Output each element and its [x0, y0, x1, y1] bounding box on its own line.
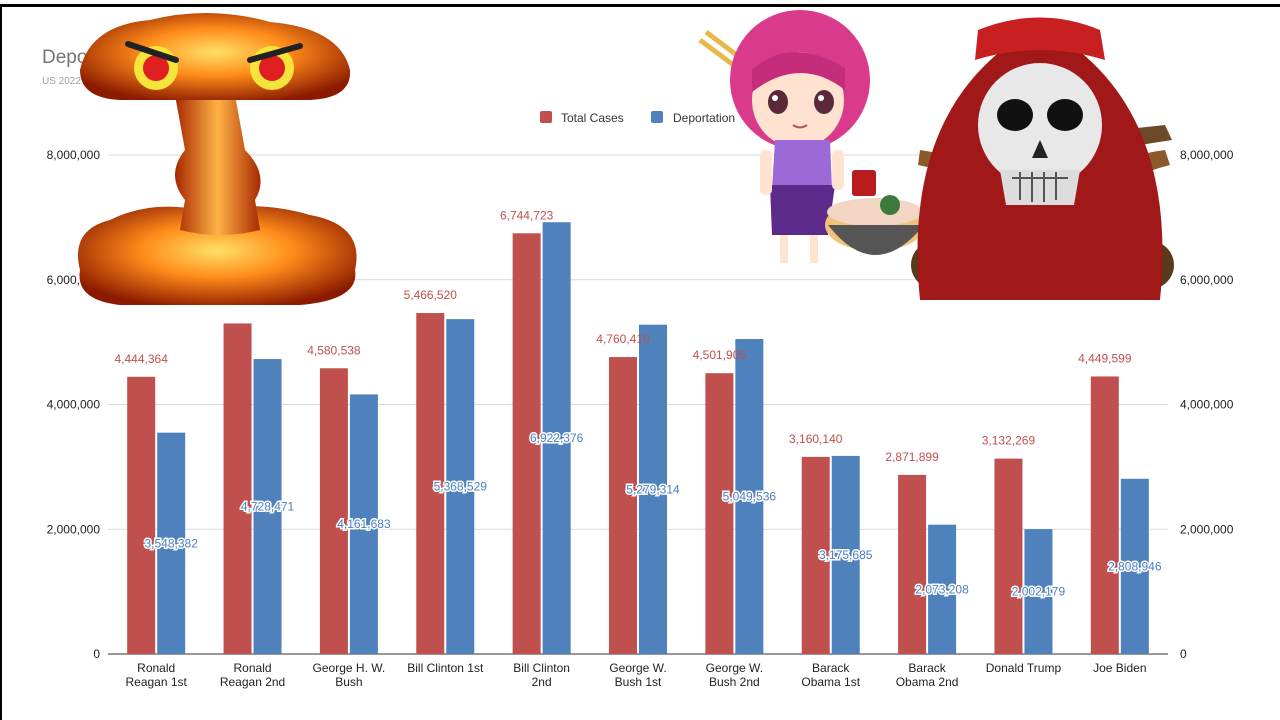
data-label-total-cases: 4,501,905 [693, 348, 747, 362]
y-tick-label-right: 2,000,000 [1180, 522, 1234, 536]
x-category-label: George H. W. [313, 661, 386, 675]
data-label-total-cases: 4,444,364 [114, 352, 168, 366]
bars [127, 222, 1149, 654]
y-tick-label-right: 0 [1180, 647, 1187, 661]
x-category-label: Barack [812, 661, 850, 675]
data-label-total-cases: 5,466,520 [404, 288, 458, 302]
data-label-total-cases: 2,871,899 [885, 450, 939, 464]
bar-total-cases [1090, 376, 1119, 654]
x-category-label: Donald Trump [986, 661, 1062, 675]
data-label-deportation: 5,049,536 [723, 490, 777, 504]
bar-total-cases [994, 458, 1023, 654]
mushroom-cloud-sticker [78, 12, 357, 305]
y-tick-label-right: 4,000,000 [1180, 398, 1234, 412]
data-label-deportation: 5,368,529 [434, 480, 488, 494]
x-category-label: Obama 1st [801, 675, 860, 689]
data-label-total-cases: 6,744,723 [500, 208, 554, 222]
x-category-label: George W. [706, 661, 763, 675]
bar-total-cases [127, 376, 156, 654]
bar-total-cases [223, 323, 252, 654]
bar-deportation [446, 319, 475, 654]
data-label-total-cases: 3,160,140 [789, 432, 843, 446]
x-category-label: Ronald [137, 661, 175, 675]
bar-deportation [253, 359, 282, 654]
anime-girl-with-ramen-sticker [698, 10, 925, 263]
data-label-deportation: 5,279,314 [626, 482, 680, 496]
bar-deportation [1120, 478, 1149, 654]
x-category-label: Ronald [234, 661, 272, 675]
data-label-deportation: 4,728,471 [241, 500, 295, 514]
data-label-deportation: 4,161,683 [337, 517, 391, 531]
bar-total-cases [512, 233, 541, 654]
bar-total-cases [609, 357, 637, 654]
legend-swatch-deportation [651, 111, 663, 123]
data-label-total-cases: 4,449,599 [1078, 351, 1132, 365]
x-category-label: Bill Clinton [513, 661, 570, 675]
bar-deportation [1024, 529, 1053, 654]
x-category-label: 2nd [532, 675, 552, 689]
y-tick-label-right: 6,000,000 [1180, 273, 1234, 287]
data-label-total-cases: 3,132,269 [982, 434, 1036, 448]
legend: Total Cases Deportation [540, 111, 735, 125]
x-category-label: Bush [335, 675, 362, 689]
bar-deportation [928, 524, 957, 654]
legend-swatch-total-cases [540, 111, 552, 123]
y-tick-label-left: 0 [93, 647, 100, 661]
bar-deportation [157, 432, 186, 654]
bar-deportation [349, 394, 378, 654]
bar-total-cases [801, 456, 830, 654]
x-category-label: Bill Clinton 1st [407, 661, 484, 675]
legend-label-total-cases: Total Cases [561, 111, 624, 125]
data-label-deportation: 2,002,179 [1012, 585, 1066, 599]
left-border [0, 4, 2, 720]
bar-deportation [639, 324, 667, 654]
legend-label-deportation: Deportation [673, 111, 735, 125]
bar-deportation [542, 222, 571, 654]
y-axis-right: 0 2,000,000 4,000,000 6,000,000 8,000,000 [1180, 148, 1234, 661]
data-label-deportation: 2,073,208 [915, 582, 969, 596]
y-tick-label-left: 8,000,000 [47, 148, 101, 162]
data-label-deportation: 3,548,382 [144, 536, 198, 550]
bar-total-cases [416, 313, 445, 654]
y-tick-label-left: 2,000,000 [47, 522, 101, 536]
data-label-deportation: 6,922,376 [530, 431, 584, 445]
x-category-label: Bush 2nd [709, 675, 760, 689]
bar-total-cases [898, 474, 927, 654]
bar-total-cases [705, 373, 734, 654]
pirate-skull-crossed-pistols-sticker [911, 17, 1174, 300]
x-category-label: Bush 1st [615, 675, 662, 689]
y-tick-label-right: 8,000,000 [1180, 148, 1234, 162]
x-category-label: Reagan 1st [125, 675, 187, 689]
top-border [0, 4, 1280, 7]
data-labels: 4,444,364 3,548,382 4,728,471 4,580,538 4,16… [114, 208, 1163, 600]
x-category-label: Reagan 2nd [220, 675, 285, 689]
data-label-total-cases: 4,580,538 [307, 343, 361, 357]
x-category-label: George W. [609, 661, 666, 675]
data-label-deportation: 2,808,946 [1108, 559, 1162, 573]
data-label-deportation: 3,175,685 [819, 548, 873, 562]
x-category-label: Barack [908, 661, 946, 675]
y-tick-label-left: 4,000,000 [47, 398, 101, 412]
angry-eyes-icon [125, 41, 303, 90]
bar-deportation [735, 339, 764, 654]
x-category-label: Joe Biden [1093, 661, 1146, 675]
bar-total-cases [319, 368, 348, 654]
bar-deportation [831, 455, 860, 654]
data-label-total-cases: 4,760,410 [596, 332, 650, 346]
x-category-label: Obama 2nd [896, 675, 959, 689]
